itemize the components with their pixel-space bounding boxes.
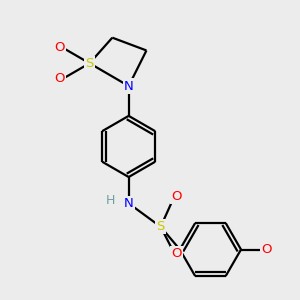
Text: O: O — [171, 247, 181, 260]
Text: N: N — [124, 80, 134, 92]
Text: O: O — [55, 72, 65, 86]
Text: O: O — [55, 41, 65, 54]
Text: N: N — [124, 197, 134, 210]
Text: O: O — [171, 190, 181, 203]
Text: S: S — [157, 220, 165, 233]
Text: S: S — [85, 57, 94, 70]
Text: O: O — [261, 243, 272, 256]
Text: H: H — [106, 194, 115, 207]
